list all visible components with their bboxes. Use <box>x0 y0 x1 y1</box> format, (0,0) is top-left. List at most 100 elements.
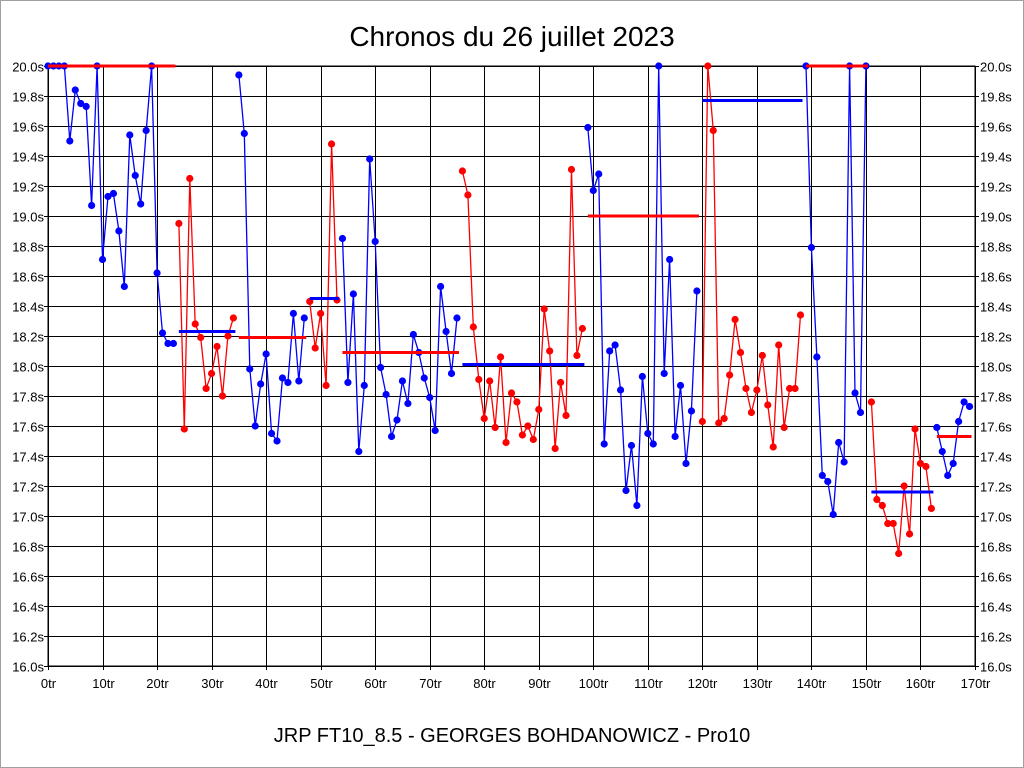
data-point <box>382 390 390 399</box>
data-point <box>126 131 134 139</box>
data-point <box>289 309 297 318</box>
data-point <box>627 441 636 450</box>
y-tick-label-left: 16.4s <box>12 600 44 615</box>
data-point <box>224 332 232 340</box>
x-tick-label: 170tr <box>961 676 991 691</box>
data-point <box>736 348 745 357</box>
y-tick-label-right: 18.0s <box>980 360 1012 375</box>
data-point <box>535 405 543 414</box>
data-point <box>431 426 439 435</box>
data-point <box>655 62 663 70</box>
x-tick-label: 10tr <box>92 676 115 691</box>
data-point <box>633 501 641 510</box>
segment-1 <box>44 62 178 348</box>
segment-11 <box>933 398 974 480</box>
data-point <box>142 126 150 135</box>
data-point <box>813 353 821 361</box>
data-point <box>660 369 668 378</box>
data-point <box>71 86 79 94</box>
x-tick-label: 40tr <box>255 676 278 691</box>
data-point <box>747 408 756 417</box>
data-point <box>218 392 227 400</box>
data-point <box>311 344 319 352</box>
y-tick-label-left: 16.0s <box>12 660 44 675</box>
data-point <box>796 311 805 319</box>
y-tick-label-right: 19.8s <box>980 90 1012 105</box>
data-point <box>251 422 259 430</box>
y-tick-label-left: 18.8s <box>12 240 44 255</box>
data-point <box>556 378 565 387</box>
data-point <box>273 437 281 445</box>
data-point <box>578 324 586 333</box>
data-point <box>327 140 336 148</box>
averages <box>48 64 972 494</box>
data-point <box>867 398 875 406</box>
data-point <box>164 339 172 348</box>
data-point <box>916 459 925 468</box>
x-tick-label: 90tr <box>528 676 551 691</box>
data-point <box>480 414 488 423</box>
data-point <box>786 384 794 393</box>
data-point <box>840 458 848 466</box>
segment-3 <box>235 71 308 445</box>
y-tick-label-right: 19.2s <box>980 180 1012 195</box>
segment-7 <box>584 62 701 510</box>
data-point <box>82 102 90 111</box>
data-point <box>420 374 428 382</box>
data-point <box>540 305 548 313</box>
y-tick-label-right: 16.4s <box>980 600 1012 615</box>
data-point <box>709 126 717 135</box>
data-point <box>475 375 483 384</box>
y-tick-label-right: 18.4s <box>980 300 1012 315</box>
data-point <box>933 423 941 432</box>
data-point <box>486 377 494 385</box>
y-tick-label-left: 19.8s <box>12 90 44 105</box>
data-point <box>835 438 843 447</box>
y-tick-label-right: 19.6s <box>980 120 1012 135</box>
data-point <box>758 351 766 360</box>
data-point <box>158 329 167 337</box>
y-tick-label-right: 16.8s <box>980 540 1012 555</box>
data-point <box>518 431 527 439</box>
data-point <box>447 369 456 378</box>
x-tick-label: 70tr <box>419 676 442 691</box>
data-point <box>769 443 777 451</box>
data-point <box>513 398 521 406</box>
data-point <box>502 438 510 447</box>
data-point <box>115 227 123 235</box>
data-point <box>878 501 886 510</box>
data-point <box>829 510 837 519</box>
data-point <box>753 386 761 394</box>
data-point <box>98 255 107 264</box>
data-point <box>344 378 352 387</box>
x-tick-label: 100tr <box>579 676 609 691</box>
data-point <box>742 384 750 393</box>
data-point <box>715 419 723 427</box>
data-point <box>687 407 696 415</box>
data-point <box>693 287 701 295</box>
y-tick-label-right: 16.6s <box>980 570 1012 585</box>
data-point <box>437 282 445 291</box>
y-tick-label-left: 16.2s <box>12 630 44 645</box>
x-tick-label: 150tr <box>852 676 882 691</box>
data-point <box>295 377 303 385</box>
data-point <box>235 71 243 79</box>
x-tick-label: 160tr <box>906 676 936 691</box>
data-point <box>207 369 216 378</box>
data-point <box>856 408 865 417</box>
y-tick-label-right: 17.6s <box>980 420 1012 435</box>
x-tick-label: 60tr <box>364 676 387 691</box>
data-point <box>300 314 308 322</box>
data-point <box>491 423 499 432</box>
segment-4 <box>306 140 341 390</box>
y-tick-label-left: 18.6s <box>12 270 44 285</box>
data-point <box>666 255 674 264</box>
y-tick-label-left: 18.4s <box>12 300 44 315</box>
data-point <box>355 447 363 456</box>
data-point <box>595 170 603 178</box>
data-point <box>704 62 712 70</box>
y-tick-label-left: 17.0s <box>12 510 44 525</box>
